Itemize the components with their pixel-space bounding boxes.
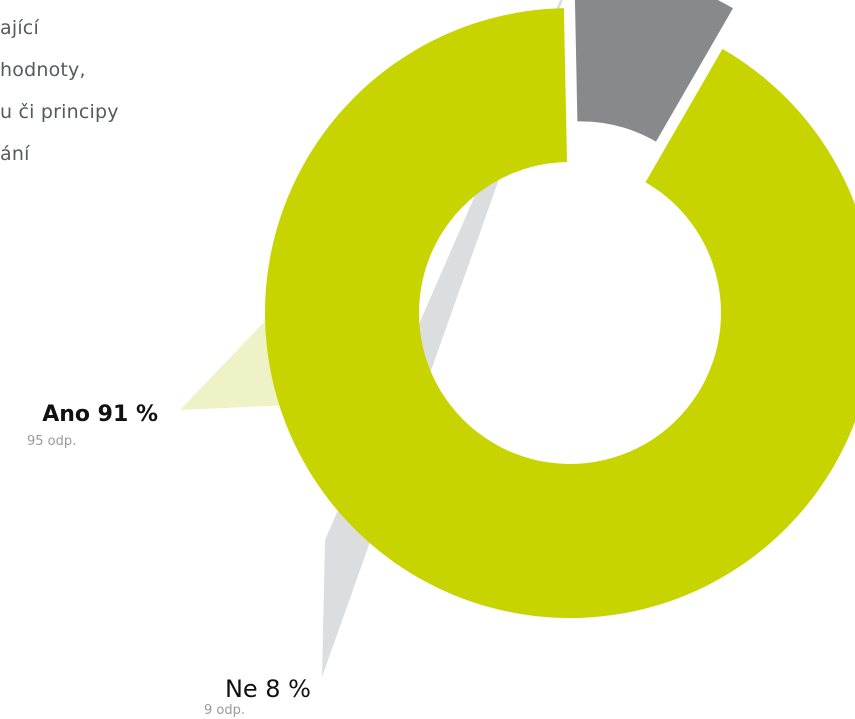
question-line-4: ání [0, 143, 30, 165]
question-line-1: ající [0, 17, 39, 39]
count-label-ano: 95 odp. [27, 434, 76, 449]
question-text: ající hodnoty, u či principy ání [0, 14, 230, 184]
label-layer: Ano 91 % 95 odp. Ne 8 %9 odp. [27, 402, 311, 718]
question-line-3: u či principy [0, 101, 119, 123]
count-label-ne: 9 odp. [204, 703, 245, 718]
slice-ano [265, 8, 855, 619]
slice-ne [574, 0, 733, 142]
label-ne: Ne 8 % [225, 675, 311, 703]
slice-layer [265, 0, 855, 619]
label-ano: Ano 91 % [42, 402, 158, 427]
question-line-2: hodnoty, [0, 59, 86, 81]
